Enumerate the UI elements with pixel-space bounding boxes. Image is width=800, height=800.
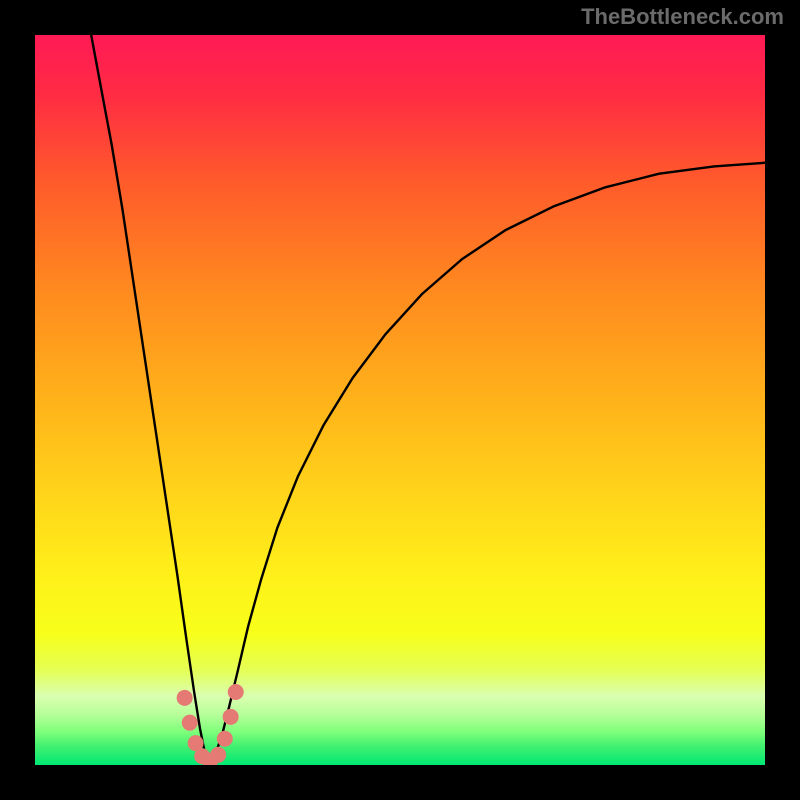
border-right [765,0,800,800]
valley-marker [177,690,193,706]
valley-marker [210,747,226,763]
chart-frame: TheBottleneck.com [0,0,800,800]
valley-marker [217,731,233,747]
plot-area [35,35,765,765]
watermark-text: TheBottleneck.com [581,4,784,30]
valley-marker [182,715,198,731]
border-bottom [0,765,800,800]
valley-marker [228,684,244,700]
border-left [0,0,35,800]
bottleneck-curve [91,35,765,762]
valley-marker [223,709,239,725]
chart-svg [35,35,765,765]
